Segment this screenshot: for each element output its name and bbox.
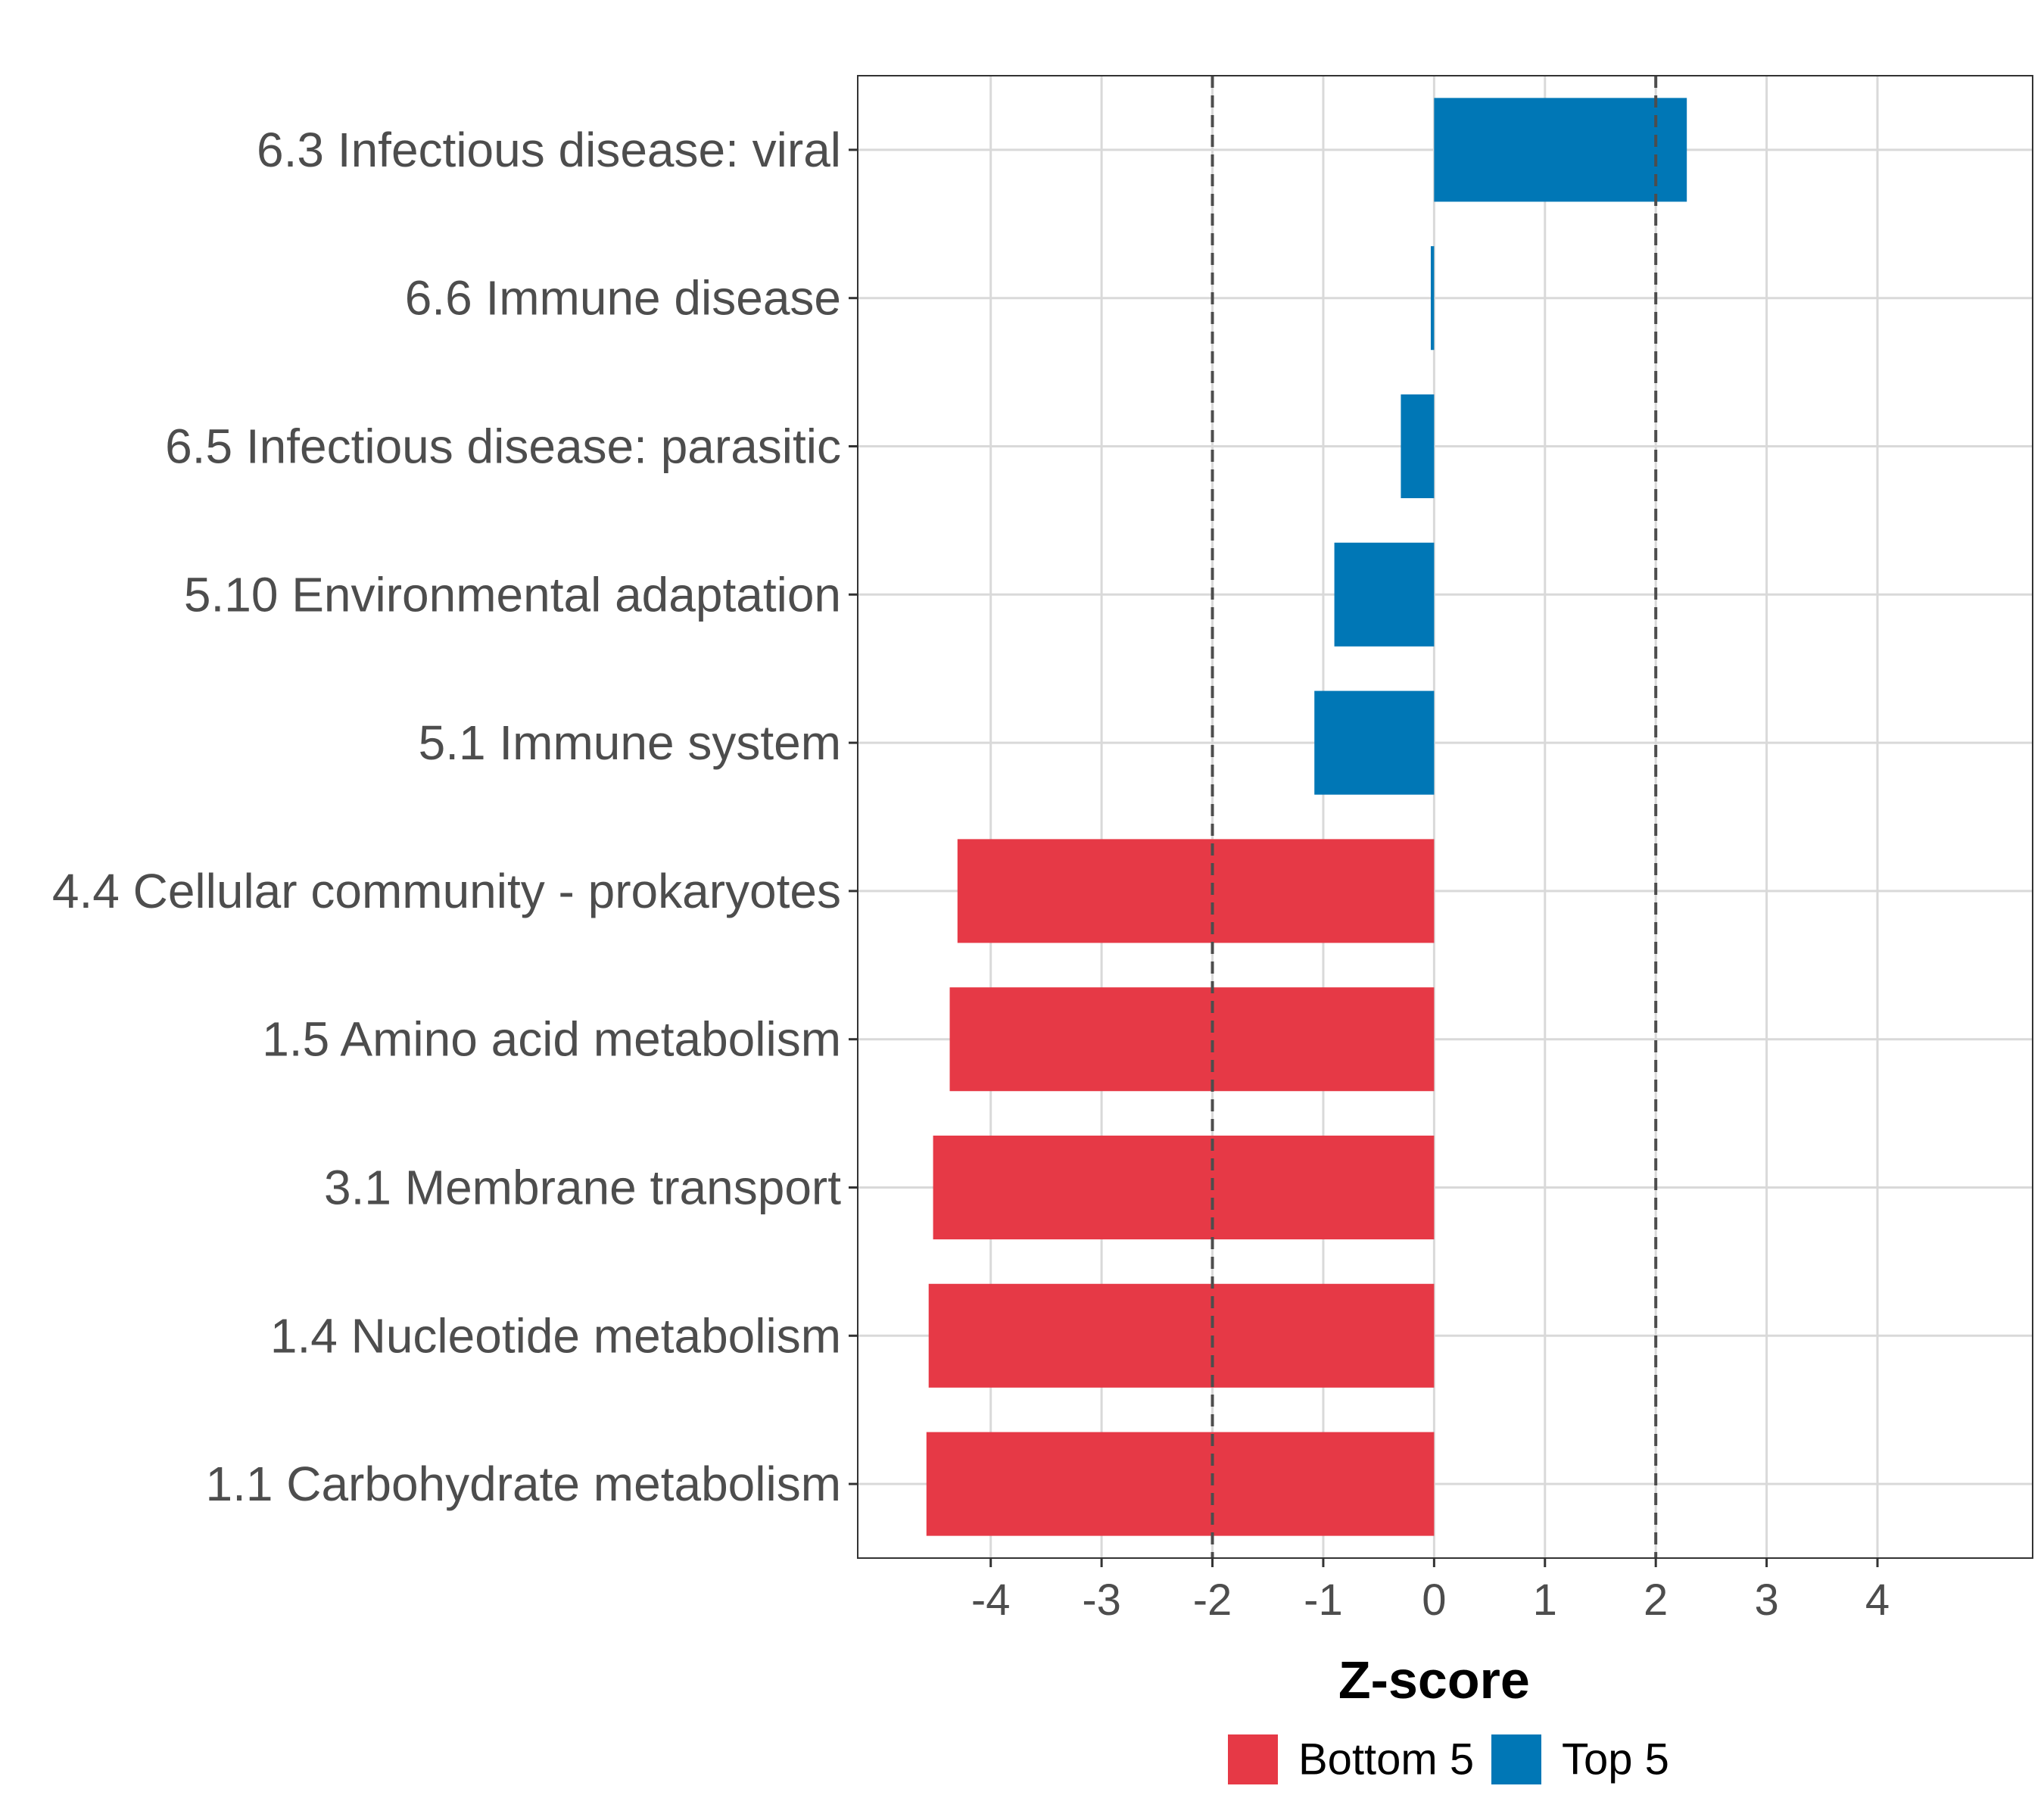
bar <box>1401 394 1435 499</box>
y-axis: 6.3 Infectious disease: viral 6.6 Immune … <box>52 123 858 1511</box>
legend-label: Bottom 5 <box>1298 1735 1474 1784</box>
x-axis-title: Z-score <box>1338 1650 1530 1709</box>
category-label: 1.5 Amino acid metabolism <box>262 1012 841 1067</box>
category-label: 6.3 Infectious disease: viral <box>257 123 841 177</box>
x-tick-label: -4 <box>971 1575 1011 1625</box>
bar <box>933 1135 1435 1240</box>
legend-swatch <box>1491 1734 1541 1784</box>
bar <box>926 1432 1435 1536</box>
legend-label: Top 5 <box>1562 1735 1669 1784</box>
x-axis: -4 -3 -2 -1 0 1 2 3 4 <box>971 1558 1890 1625</box>
x-tick-label: 1 <box>1533 1575 1557 1625</box>
category-label: 5.1 Immune system <box>419 715 841 770</box>
panel-border <box>857 75 2033 1559</box>
legend: Bottom 5 Top 5 <box>1228 1734 1669 1784</box>
category-label: 6.6 Immune disease <box>405 271 841 326</box>
bar <box>1334 542 1435 647</box>
x-tick-label: -3 <box>1082 1575 1121 1625</box>
category-label: 4.4 Cellular community - prokaryotes <box>52 864 841 918</box>
x-tick-label: 2 <box>1644 1575 1668 1625</box>
x-tick-label: -1 <box>1304 1575 1343 1625</box>
x-tick-label: 3 <box>1754 1575 1778 1625</box>
category-label: 1.4 Nucleotide metabolism <box>270 1308 841 1363</box>
category-label: 5.10 Environmental adaptation <box>184 567 841 622</box>
legend-swatch <box>1228 1734 1278 1784</box>
reference-lines <box>1211 76 1658 1558</box>
bar <box>1430 246 1435 351</box>
category-label: 6.5 Infectious disease: parasitic <box>165 419 841 474</box>
x-tick-label: 4 <box>1865 1575 1890 1625</box>
category-label: 1.1 Carbohydrate metabolism <box>205 1457 841 1511</box>
bar <box>928 1283 1435 1388</box>
bar <box>949 987 1435 1092</box>
x-tick-label: -2 <box>1193 1575 1232 1625</box>
category-label: 3.1 Membrane transport <box>324 1161 841 1215</box>
grid-lines <box>858 76 2033 1558</box>
x-tick-label: 0 <box>1422 1575 1446 1625</box>
bar <box>1434 98 1687 202</box>
bar <box>1314 690 1435 795</box>
bar <box>957 839 1435 943</box>
bars <box>926 98 1687 1536</box>
